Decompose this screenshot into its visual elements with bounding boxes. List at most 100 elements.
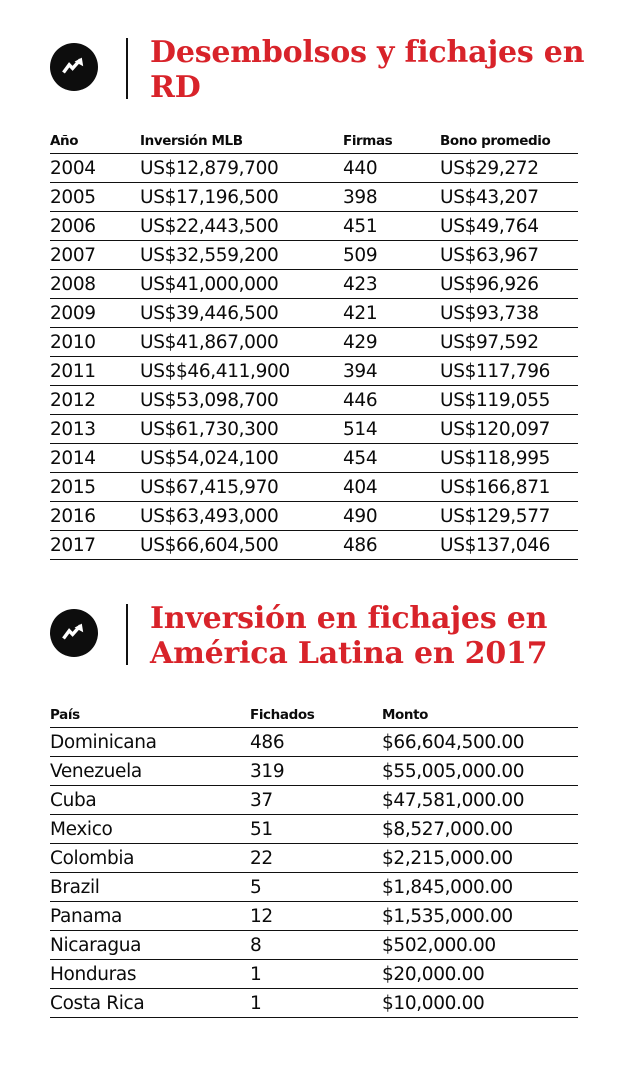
trending-arrow-icon: [50, 609, 98, 658]
table-header-row: País Fichados Monto: [50, 707, 578, 729]
table-row: 2005 US$17,196,500 398 US$43,207: [50, 182, 578, 213]
cell-signed: 22: [250, 843, 382, 874]
table-row: 2014 US$54,024,100 454 US$118,995: [50, 443, 578, 474]
column-header-signings: Firmas: [343, 133, 440, 155]
cell-signed: 12: [250, 901, 382, 932]
cell-signings: 440: [343, 153, 440, 184]
cell-year: 2005: [50, 182, 140, 213]
cell-amount: $1,845,000.00: [382, 872, 578, 903]
cell-avg-bonus: US$93,738: [440, 298, 578, 329]
cell-avg-bonus: US$129,577: [440, 501, 578, 532]
top-spacer: [0, 0, 625, 34]
table-row: Venezuela 319 $55,005,000.00: [50, 756, 578, 787]
cell-country: Brazil: [50, 872, 250, 903]
cell-signings: 446: [343, 385, 440, 416]
cell-signings: 398: [343, 182, 440, 213]
table-row: 2008 US$41,000,000 423 US$96,926: [50, 269, 578, 300]
cell-year: 2011: [50, 356, 140, 387]
cell-signings: 421: [343, 298, 440, 329]
table-body-disbursements: 2004 US$12,879,700 440 US$29,272 2005 US$17,…: [50, 153, 578, 561]
table-row: 2012 US$53,098,700 446 US$119,055: [50, 385, 578, 416]
cell-year: 2008: [50, 269, 140, 300]
table-row: 2017 US$66,604,500 486 US$137,046: [50, 530, 578, 561]
table-row: Brazil 5 $1,845,000.00: [50, 872, 578, 903]
cell-avg-bonus: US$118,995: [440, 443, 578, 474]
cell-country: Nicaragua: [50, 930, 250, 961]
cell-signings: 451: [343, 211, 440, 242]
cell-avg-bonus: US$120,097: [440, 414, 578, 445]
cell-signings: 454: [343, 443, 440, 474]
cell-signings: 423: [343, 269, 440, 300]
page-title-disbursements: Desembolsos y fichajes en RD: [150, 35, 585, 106]
cell-amount: $2,215,000.00: [382, 843, 578, 874]
table-row: 2010 US$41,867,000 429 US$97,592: [50, 327, 578, 358]
table-header-row: Año Inversión MLB Firmas Bono promedio: [50, 133, 578, 155]
section-header-disbursements: Desembolsos y fichajes en RD: [0, 34, 625, 105]
cell-year: 2017: [50, 530, 140, 561]
cell-signings: 429: [343, 327, 440, 358]
cell-investment: US$67,415,970: [140, 472, 343, 503]
table-body-latam: Dominicana 486 $66,604,500.00 Venezuela 319…: [50, 727, 578, 1019]
cell-signings: 490: [343, 501, 440, 532]
headline-divider-rule: [126, 604, 128, 666]
table-row: Dominicana 486 $66,604,500.00: [50, 727, 578, 758]
cell-year: 2015: [50, 472, 140, 503]
cell-investment: US$12,879,700: [140, 153, 343, 184]
cell-country: Colombia: [50, 843, 250, 874]
table-row: Costa Rica 1 $10,000.00: [50, 988, 578, 1019]
cell-year: 2004: [50, 153, 140, 184]
section-gap: [0, 560, 625, 600]
cell-country: Mexico: [50, 814, 250, 845]
cell-avg-bonus: US$137,046: [440, 530, 578, 561]
headline-divider-rule: [126, 38, 128, 100]
cell-investment: US$53,098,700: [140, 385, 343, 416]
table-row: 2009 US$39,446,500 421 US$93,738: [50, 298, 578, 329]
cell-investment: US$41,000,000: [140, 269, 343, 300]
cell-avg-bonus: US$117,796: [440, 356, 578, 387]
cell-country: Honduras: [50, 959, 250, 990]
cell-country: Cuba: [50, 785, 250, 816]
cell-signed: 1: [250, 959, 382, 990]
cell-year: 2009: [50, 298, 140, 329]
cell-signings: 514: [343, 414, 440, 445]
cell-investment: US$$46,411,900: [140, 356, 343, 387]
cell-avg-bonus: US$96,926: [440, 269, 578, 300]
cell-investment: US$39,446,500: [140, 298, 343, 329]
cell-amount: $502,000.00: [382, 930, 578, 961]
column-header-country: País: [50, 707, 250, 729]
cell-signings: 394: [343, 356, 440, 387]
table-row: 2015 US$67,415,970 404 US$166,871: [50, 472, 578, 503]
cell-year: 2013: [50, 414, 140, 445]
header-table-spacer-2: [0, 671, 625, 707]
cell-avg-bonus: US$49,764: [440, 211, 578, 242]
header-table-spacer-1: [0, 105, 625, 133]
cell-avg-bonus: US$97,592: [440, 327, 578, 358]
table-row: Colombia 22 $2,215,000.00: [50, 843, 578, 874]
cell-investment: US$63,493,000: [140, 501, 343, 532]
cell-country: Costa Rica: [50, 988, 250, 1019]
cell-country: Panama: [50, 901, 250, 932]
cell-investment: US$61,730,300: [140, 414, 343, 445]
table-row: Nicaragua 8 $502,000.00: [50, 930, 578, 961]
table-row: 2016 US$63,493,000 490 US$129,577: [50, 501, 578, 532]
cell-amount: $47,581,000.00: [382, 785, 578, 816]
cell-year: 2006: [50, 211, 140, 242]
section-header-latam: Inversión en fichajes en América Latina …: [0, 600, 625, 671]
cell-avg-bonus: US$63,967: [440, 240, 578, 271]
cell-amount: $55,005,000.00: [382, 756, 578, 787]
trending-arrow-icon: [50, 43, 98, 91]
cell-investment: US$66,604,500: [140, 530, 343, 561]
cell-amount: $10,000.00: [382, 988, 578, 1019]
table-disbursements: Año Inversión MLB Firmas Bono promedio 2…: [50, 133, 578, 561]
cell-avg-bonus: US$29,272: [440, 153, 578, 184]
column-header-amount: Monto: [382, 707, 578, 729]
column-header-investment: Inversión MLB: [140, 133, 343, 155]
cell-year: 2016: [50, 501, 140, 532]
cell-signings: 486: [343, 530, 440, 561]
cell-amount: $8,527,000.00: [382, 814, 578, 845]
cell-country: Dominicana: [50, 727, 250, 758]
cell-avg-bonus: US$43,207: [440, 182, 578, 213]
cell-amount: $1,535,000.00: [382, 901, 578, 932]
cell-signings: 404: [343, 472, 440, 503]
